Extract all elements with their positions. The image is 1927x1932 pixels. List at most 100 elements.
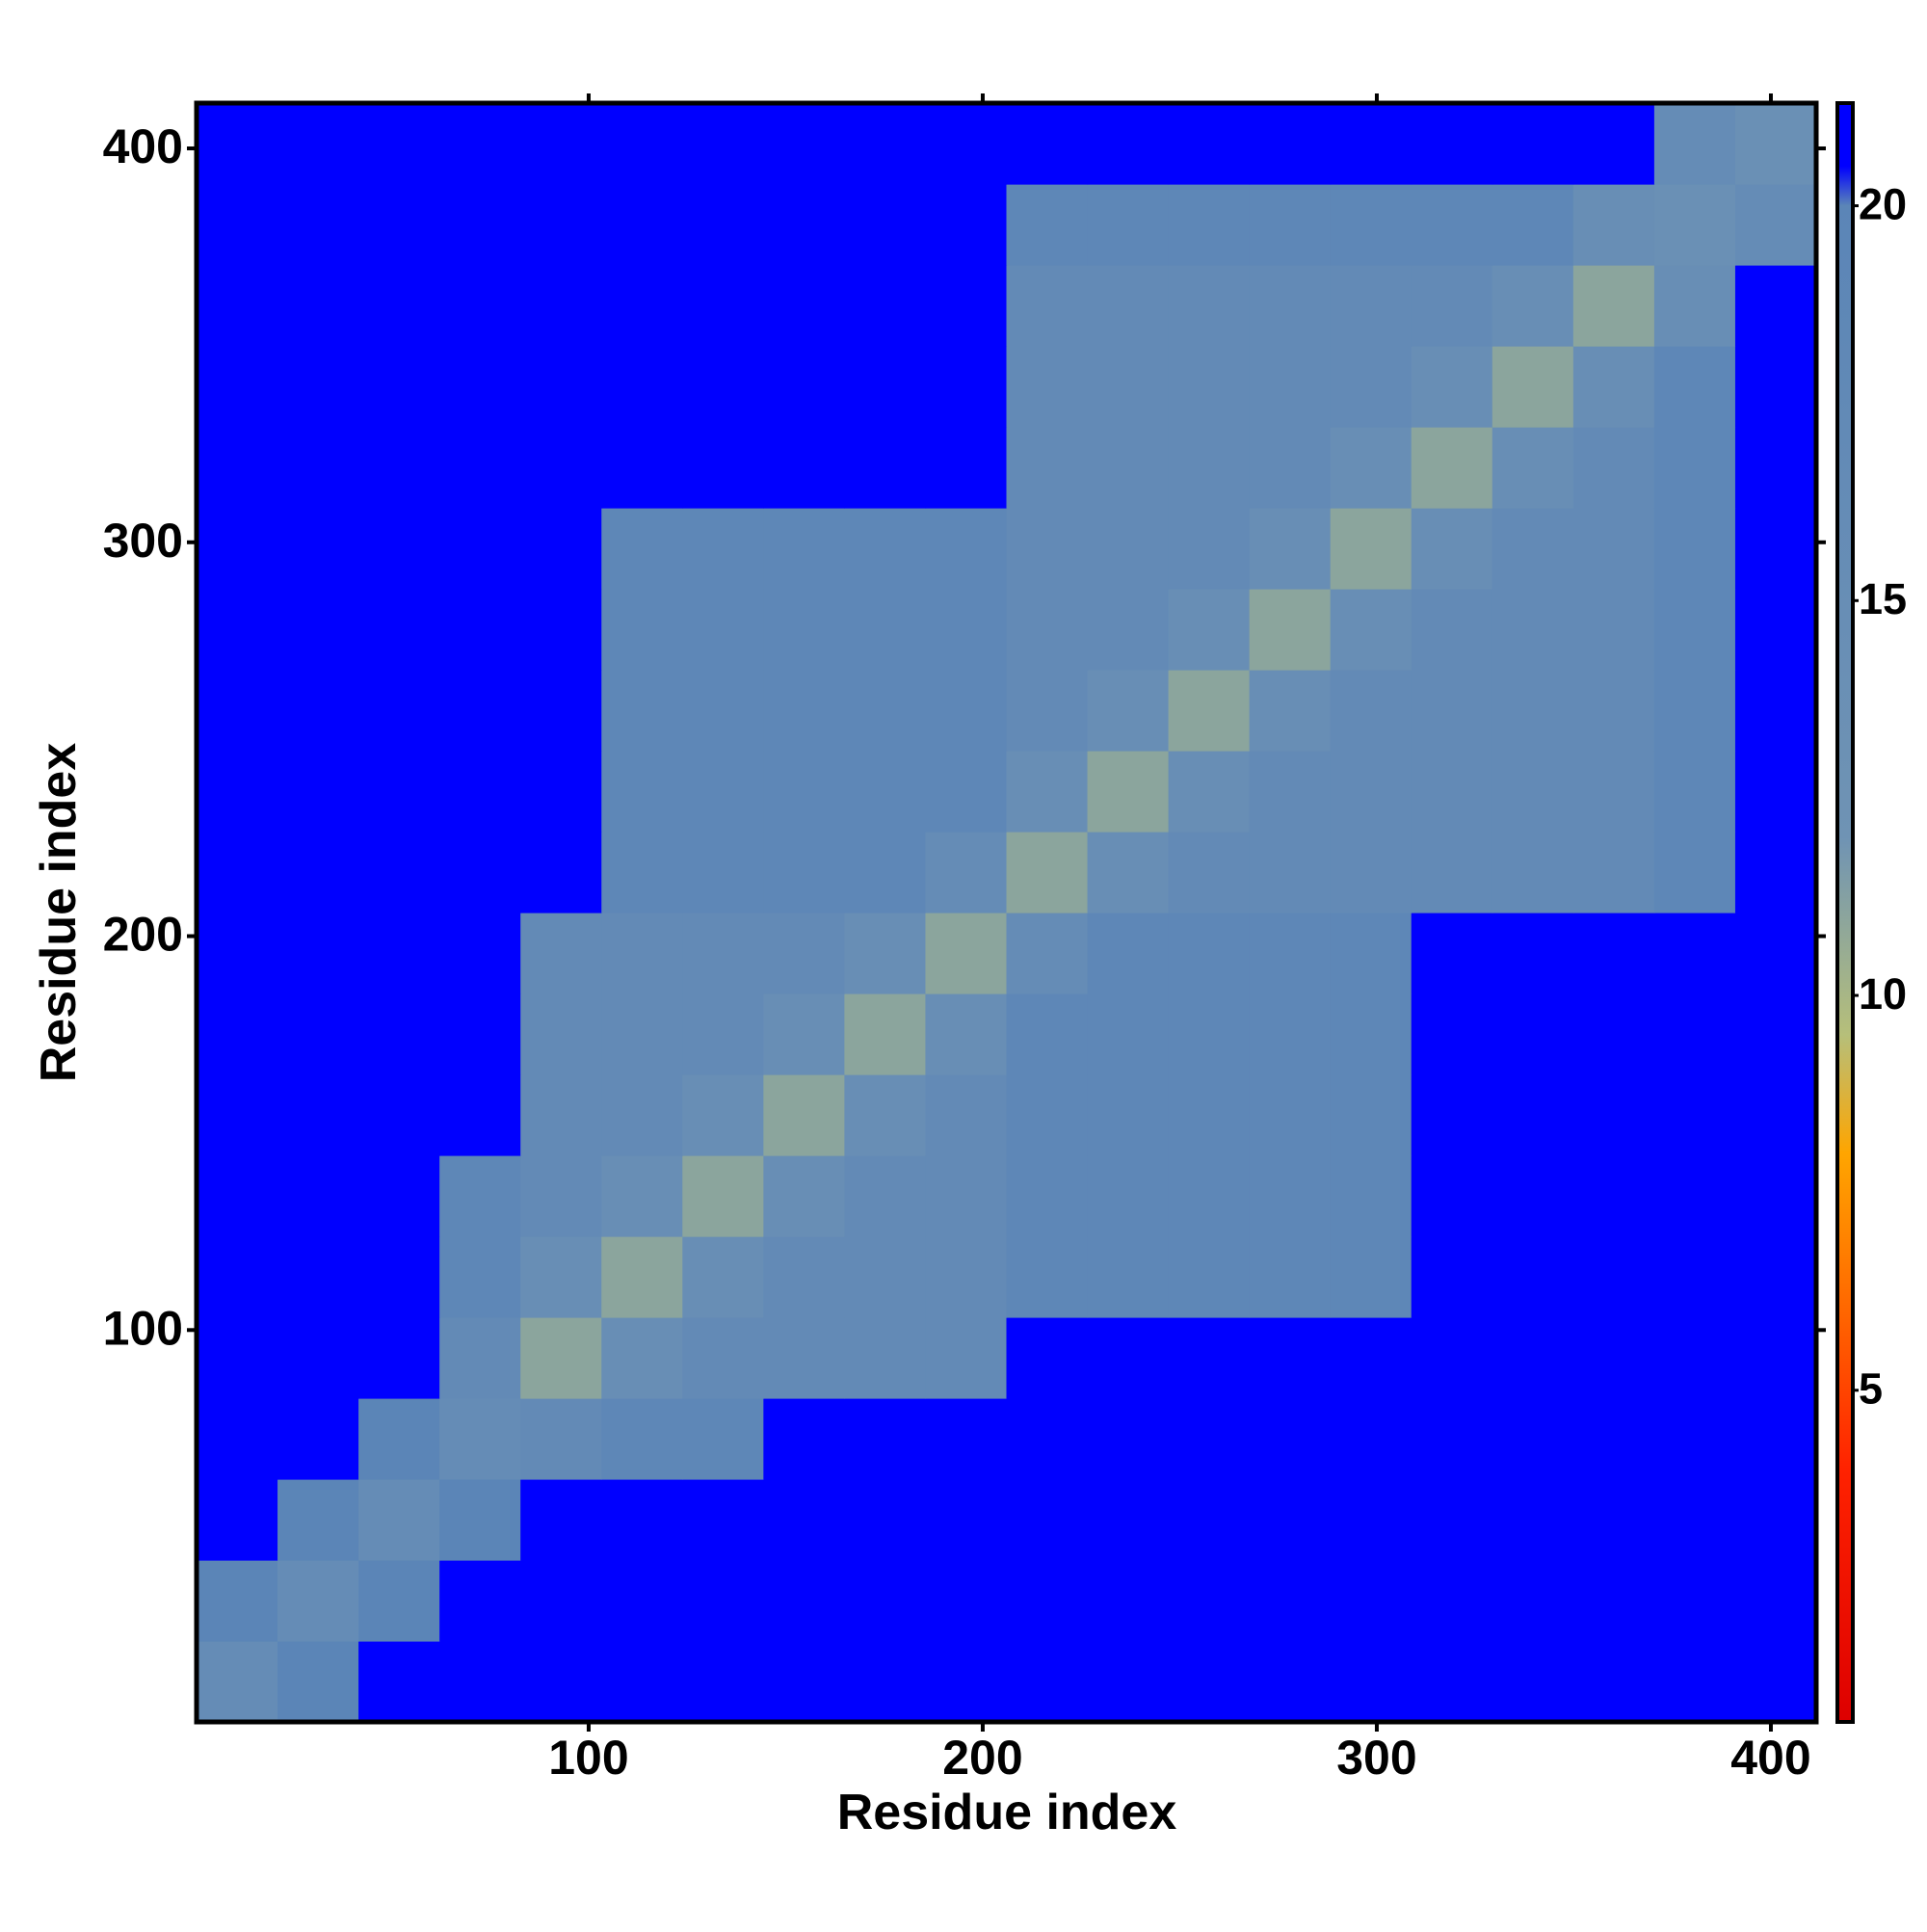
heatmap-cell — [925, 589, 1008, 671]
heatmap-cell — [1653, 832, 1736, 913]
heatmap-cell — [1249, 265, 1332, 347]
heatmap-cell — [277, 1155, 359, 1237]
heatmap-cell — [1491, 1479, 1574, 1561]
heatmap-cell — [763, 1074, 845, 1156]
heatmap-cell — [1330, 103, 1412, 185]
heatmap-cell — [601, 1236, 683, 1318]
heatmap-cell — [1087, 1560, 1170, 1642]
heatmap-cell — [277, 1317, 359, 1399]
y-tick-label: 300 — [103, 514, 183, 568]
heatmap-cell — [1330, 913, 1412, 994]
heatmap-cell — [601, 184, 683, 266]
heatmap-cell — [358, 1560, 440, 1642]
heatmap-cell — [1411, 993, 1493, 1075]
heatmap-cell — [1249, 913, 1332, 994]
y-tick-label: 200 — [103, 908, 183, 962]
heatmap-cell — [1249, 832, 1332, 913]
heatmap-cell — [1249, 184, 1332, 266]
heatmap-cell — [1734, 1236, 1817, 1318]
heatmap-cell — [1572, 1236, 1655, 1318]
heatmap-cell — [1087, 346, 1170, 428]
heatmap-cell — [682, 589, 764, 671]
heatmap-cell — [1330, 427, 1412, 509]
heatmap-cell — [358, 1317, 440, 1399]
heatmap-cell — [1006, 346, 1089, 428]
heatmap-cell — [1491, 427, 1574, 509]
heatmap-cell — [1168, 1155, 1251, 1237]
y-tick-label: 400 — [103, 119, 183, 173]
heatmap-cell — [1168, 832, 1251, 913]
heatmap-cell — [1006, 1560, 1089, 1642]
heatmap-cell — [358, 184, 440, 266]
heatmap-cell — [439, 1560, 521, 1642]
heatmap-cell — [1330, 184, 1412, 266]
heatmap-cell — [197, 1155, 278, 1237]
heatmap-cell — [1411, 913, 1493, 994]
heatmap-cell — [1249, 993, 1332, 1075]
colorbar-tick-label: 10 — [1859, 969, 1907, 1019]
heatmap-cell — [1006, 1398, 1089, 1480]
heatmap-cell — [1006, 993, 1089, 1075]
heatmap-cell — [277, 1236, 359, 1318]
heatmap-cell — [1491, 1155, 1574, 1237]
heatmap-cell — [1411, 1398, 1493, 1480]
heatmap-cell — [844, 913, 927, 994]
heatmap-cell — [1734, 589, 1817, 671]
heatmap-cell — [439, 1074, 521, 1156]
heatmap-cell — [682, 1317, 764, 1399]
heatmap-cell — [1249, 1236, 1332, 1318]
heatmap-cell — [439, 1155, 521, 1237]
heatmap-cell — [1087, 1641, 1170, 1723]
heatmap-cell — [763, 103, 845, 185]
heatmap-cell — [1330, 832, 1412, 913]
heatmap-cell — [1734, 1074, 1817, 1156]
heatmap-cell — [277, 670, 359, 752]
heatmap-cell — [1330, 589, 1412, 671]
heatmap-cell — [1572, 1074, 1655, 1156]
heatmap-cell — [1087, 1236, 1170, 1318]
heatmap-cell — [1653, 1155, 1736, 1237]
colorbar-tick-label: 15 — [1859, 574, 1907, 623]
heatmap-cell — [1734, 346, 1817, 428]
heatmap-cell — [925, 1155, 1008, 1237]
heatmap-cell — [1411, 832, 1493, 913]
heatmap-cell — [197, 913, 278, 994]
heatmap-cell — [925, 1236, 1008, 1318]
heatmap-cell — [763, 832, 845, 913]
heatmap-cell — [197, 670, 278, 752]
heatmap-cell — [358, 103, 440, 185]
heatmap-cell — [1249, 1155, 1332, 1237]
heatmap-cell — [1411, 1641, 1493, 1723]
heatmap-cell — [844, 832, 927, 913]
heatmap-cell — [358, 589, 440, 671]
heatmap-cell — [1411, 1560, 1493, 1642]
heatmap-cell — [1653, 1236, 1736, 1318]
heatmap-cell — [1491, 589, 1574, 671]
heatmap-cell — [601, 508, 683, 590]
heatmap-cell — [1411, 184, 1493, 266]
heatmap-cell — [1411, 751, 1493, 833]
heatmap-cell — [844, 1641, 927, 1723]
heatmap-cell — [601, 1074, 683, 1156]
heatmap-cell — [1330, 1398, 1412, 1480]
heatmap-cell — [1653, 751, 1736, 833]
heatmap-cell — [277, 913, 359, 994]
heatmap-cell — [1249, 1641, 1332, 1723]
heatmap-cell — [277, 508, 359, 590]
heatmap-cell — [1006, 1074, 1089, 1156]
heatmap-cell — [601, 589, 683, 671]
heatmap-cell — [358, 1236, 440, 1318]
heatmap-cell — [1087, 1398, 1170, 1480]
heatmap-cell — [682, 1236, 764, 1318]
heatmap-cell — [1168, 913, 1251, 994]
heatmap-cell — [1734, 1398, 1817, 1480]
heatmap-cell — [682, 265, 764, 347]
heatmap-cell — [601, 913, 683, 994]
heatmap-cell — [358, 1155, 440, 1237]
heatmap-cell — [439, 1317, 521, 1399]
heatmap-cell — [1087, 751, 1170, 833]
colorbar-tick-label: 20 — [1859, 179, 1907, 228]
heatmap-cell — [682, 1155, 764, 1237]
heatmap-cell — [197, 346, 278, 428]
heatmap-cell — [197, 427, 278, 509]
